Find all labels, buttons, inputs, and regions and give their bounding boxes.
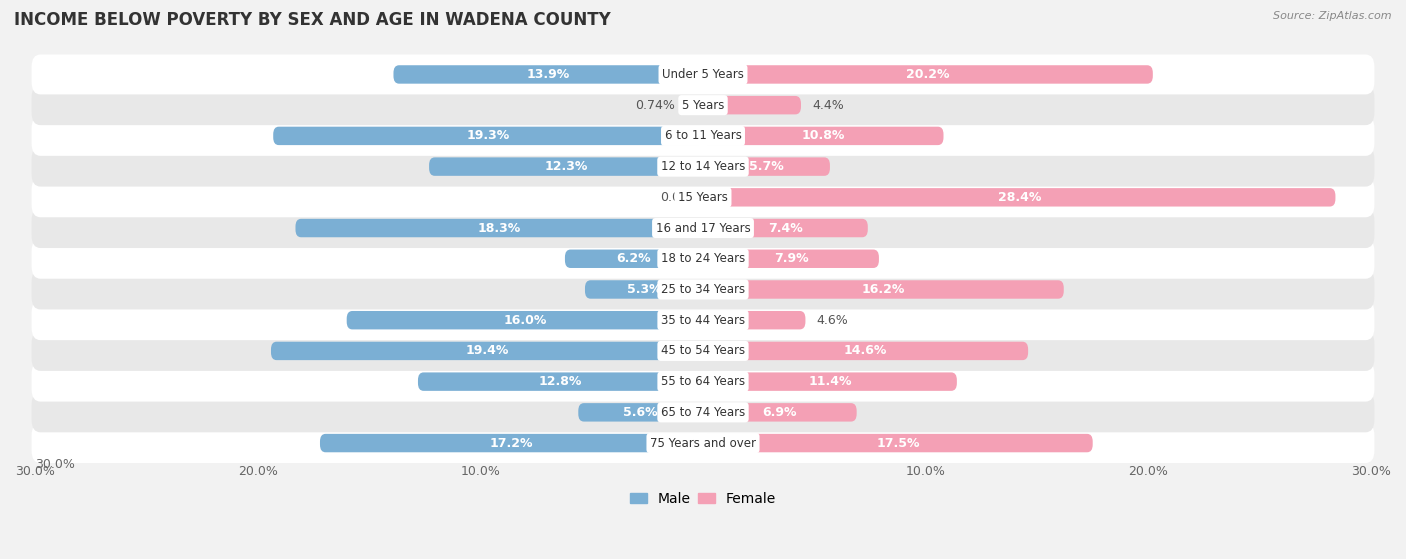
FancyBboxPatch shape — [31, 116, 1375, 156]
Text: 28.4%: 28.4% — [997, 191, 1040, 204]
FancyBboxPatch shape — [31, 362, 1375, 401]
FancyBboxPatch shape — [31, 331, 1375, 371]
Text: 18.3%: 18.3% — [478, 221, 520, 235]
FancyBboxPatch shape — [31, 208, 1375, 248]
FancyBboxPatch shape — [565, 249, 703, 268]
Text: 13.9%: 13.9% — [527, 68, 569, 81]
Text: 4.4%: 4.4% — [813, 99, 844, 112]
Text: INCOME BELOW POVERTY BY SEX AND AGE IN WADENA COUNTY: INCOME BELOW POVERTY BY SEX AND AGE IN W… — [14, 11, 610, 29]
Text: 4.6%: 4.6% — [817, 314, 848, 326]
FancyBboxPatch shape — [271, 342, 703, 360]
Text: 12.3%: 12.3% — [544, 160, 588, 173]
FancyBboxPatch shape — [347, 311, 703, 329]
FancyBboxPatch shape — [703, 158, 830, 176]
Text: 14.6%: 14.6% — [844, 344, 887, 357]
FancyBboxPatch shape — [703, 249, 879, 268]
FancyBboxPatch shape — [394, 65, 703, 84]
Text: 5.6%: 5.6% — [623, 406, 658, 419]
Text: 16.0%: 16.0% — [503, 314, 547, 326]
Text: 6.9%: 6.9% — [762, 406, 797, 419]
FancyBboxPatch shape — [703, 403, 856, 421]
Text: 10.8%: 10.8% — [801, 129, 845, 143]
FancyBboxPatch shape — [703, 372, 957, 391]
Text: 11.4%: 11.4% — [808, 375, 852, 388]
Text: 5 Years: 5 Years — [682, 99, 724, 112]
FancyBboxPatch shape — [703, 219, 868, 237]
FancyBboxPatch shape — [31, 146, 1375, 187]
Text: Source: ZipAtlas.com: Source: ZipAtlas.com — [1274, 11, 1392, 21]
Text: 19.3%: 19.3% — [467, 129, 510, 143]
Text: 17.5%: 17.5% — [876, 437, 920, 449]
FancyBboxPatch shape — [703, 311, 806, 329]
Text: 18 to 24 Years: 18 to 24 Years — [661, 252, 745, 266]
FancyBboxPatch shape — [31, 177, 1375, 217]
FancyBboxPatch shape — [703, 342, 1028, 360]
FancyBboxPatch shape — [578, 403, 703, 421]
Text: 0.0%: 0.0% — [659, 191, 692, 204]
Text: 16.2%: 16.2% — [862, 283, 905, 296]
Text: 12 to 14 Years: 12 to 14 Years — [661, 160, 745, 173]
Text: 75 Years and over: 75 Years and over — [650, 437, 756, 449]
FancyBboxPatch shape — [703, 280, 1064, 299]
Text: 35 to 44 Years: 35 to 44 Years — [661, 314, 745, 326]
Text: 7.4%: 7.4% — [768, 221, 803, 235]
FancyBboxPatch shape — [703, 65, 1153, 84]
Text: 7.9%: 7.9% — [773, 252, 808, 266]
Text: 6 to 11 Years: 6 to 11 Years — [665, 129, 741, 143]
FancyBboxPatch shape — [585, 280, 703, 299]
FancyBboxPatch shape — [321, 434, 703, 452]
FancyBboxPatch shape — [273, 127, 703, 145]
FancyBboxPatch shape — [295, 219, 703, 237]
FancyBboxPatch shape — [31, 300, 1375, 340]
FancyBboxPatch shape — [31, 239, 1375, 279]
FancyBboxPatch shape — [703, 127, 943, 145]
Text: 15 Years: 15 Years — [678, 191, 728, 204]
FancyBboxPatch shape — [686, 96, 703, 115]
FancyBboxPatch shape — [703, 96, 801, 115]
FancyBboxPatch shape — [703, 434, 1092, 452]
Text: 65 to 74 Years: 65 to 74 Years — [661, 406, 745, 419]
Text: 12.8%: 12.8% — [538, 375, 582, 388]
FancyBboxPatch shape — [429, 158, 703, 176]
Text: 45 to 54 Years: 45 to 54 Years — [661, 344, 745, 357]
Text: 30.0%: 30.0% — [35, 458, 75, 471]
Text: 5.7%: 5.7% — [749, 160, 783, 173]
FancyBboxPatch shape — [31, 54, 1375, 94]
Text: 16 and 17 Years: 16 and 17 Years — [655, 221, 751, 235]
FancyBboxPatch shape — [31, 423, 1375, 463]
FancyBboxPatch shape — [31, 392, 1375, 432]
FancyBboxPatch shape — [703, 188, 1336, 206]
Text: 25 to 34 Years: 25 to 34 Years — [661, 283, 745, 296]
FancyBboxPatch shape — [31, 269, 1375, 310]
Text: 55 to 64 Years: 55 to 64 Years — [661, 375, 745, 388]
Text: 17.2%: 17.2% — [489, 437, 533, 449]
Text: Under 5 Years: Under 5 Years — [662, 68, 744, 81]
Text: 0.74%: 0.74% — [636, 99, 675, 112]
Text: 6.2%: 6.2% — [617, 252, 651, 266]
FancyBboxPatch shape — [418, 372, 703, 391]
Legend: Male, Female: Male, Female — [624, 486, 782, 511]
Text: 19.4%: 19.4% — [465, 344, 509, 357]
Text: 20.2%: 20.2% — [905, 68, 949, 81]
FancyBboxPatch shape — [31, 85, 1375, 125]
Text: 5.3%: 5.3% — [627, 283, 661, 296]
